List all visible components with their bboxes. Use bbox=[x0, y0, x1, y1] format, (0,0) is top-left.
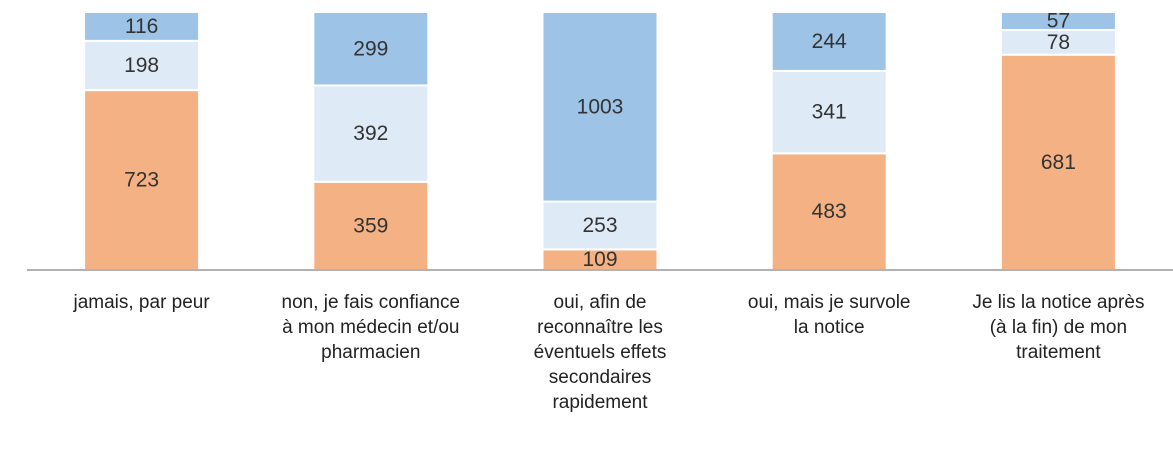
bar-segment bbox=[999, 11, 1117, 32]
x-tick-label: oui, mais je survole la notice bbox=[747, 292, 911, 338]
data-label: 253 bbox=[582, 214, 617, 237]
data-label: 359 bbox=[353, 214, 388, 237]
data-label: 109 bbox=[582, 248, 617, 271]
bar-segment bbox=[770, 152, 888, 271]
data-label: 198 bbox=[124, 54, 159, 77]
data-label: 78 bbox=[1047, 31, 1070, 54]
data-label: 57 bbox=[1047, 10, 1070, 33]
x-tick-label: Je lis la notice après (à la fin) de mon… bbox=[972, 292, 1145, 363]
x-tick-label: oui, afin de reconnaître les éventuels e… bbox=[533, 292, 667, 413]
data-label: 723 bbox=[124, 169, 159, 192]
bar-segment bbox=[541, 11, 659, 203]
bar-segment bbox=[999, 29, 1117, 56]
data-label: 483 bbox=[812, 200, 847, 223]
data-label: 681 bbox=[1041, 151, 1076, 174]
data-label: 392 bbox=[353, 122, 388, 145]
data-label: 116 bbox=[125, 15, 158, 38]
x-tick-label: jamais, par peur bbox=[73, 292, 210, 313]
data-label: 1003 bbox=[577, 95, 624, 118]
x-tick-label: non, je fais confiance à mon médecin et/… bbox=[281, 292, 461, 363]
data-label: 244 bbox=[812, 30, 847, 53]
bar-segment bbox=[83, 11, 201, 42]
bar-segment bbox=[83, 89, 201, 271]
data-label: 299 bbox=[353, 37, 388, 60]
bar-segment bbox=[312, 84, 430, 183]
bar-segment bbox=[770, 11, 888, 72]
bar-segment bbox=[312, 11, 430, 87]
data-label: 341 bbox=[812, 101, 847, 124]
bar-segment bbox=[770, 69, 888, 155]
